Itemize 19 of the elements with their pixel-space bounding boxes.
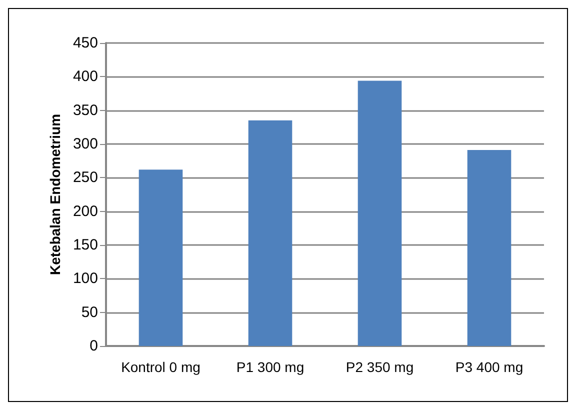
y-tick-label: 200 xyxy=(72,202,98,220)
y-tick-label: 350 xyxy=(72,102,98,119)
y-tick-label: 50 xyxy=(81,304,98,321)
y-axis-title: Ketebalan Endometrium xyxy=(47,114,64,276)
x-tick-label: P3 400 mg xyxy=(455,359,524,375)
bar xyxy=(138,170,183,346)
y-tick-label: 0 xyxy=(90,338,98,354)
x-tick-label: P2 350 mg xyxy=(346,359,414,375)
x-tick-label: Kontrol 0 mg xyxy=(121,359,200,375)
y-tick-label: 300 xyxy=(72,136,98,152)
bar xyxy=(248,120,292,346)
bar xyxy=(358,80,402,346)
y-tick-label: 100 xyxy=(72,270,98,288)
y-tick-label: 250 xyxy=(72,169,98,186)
y-tick-label: 400 xyxy=(72,68,98,86)
y-tick-label: 150 xyxy=(72,236,98,254)
bar xyxy=(467,150,512,346)
x-tick-label: P1 300 mg xyxy=(236,359,304,375)
y-tick-label: 450 xyxy=(72,34,98,52)
